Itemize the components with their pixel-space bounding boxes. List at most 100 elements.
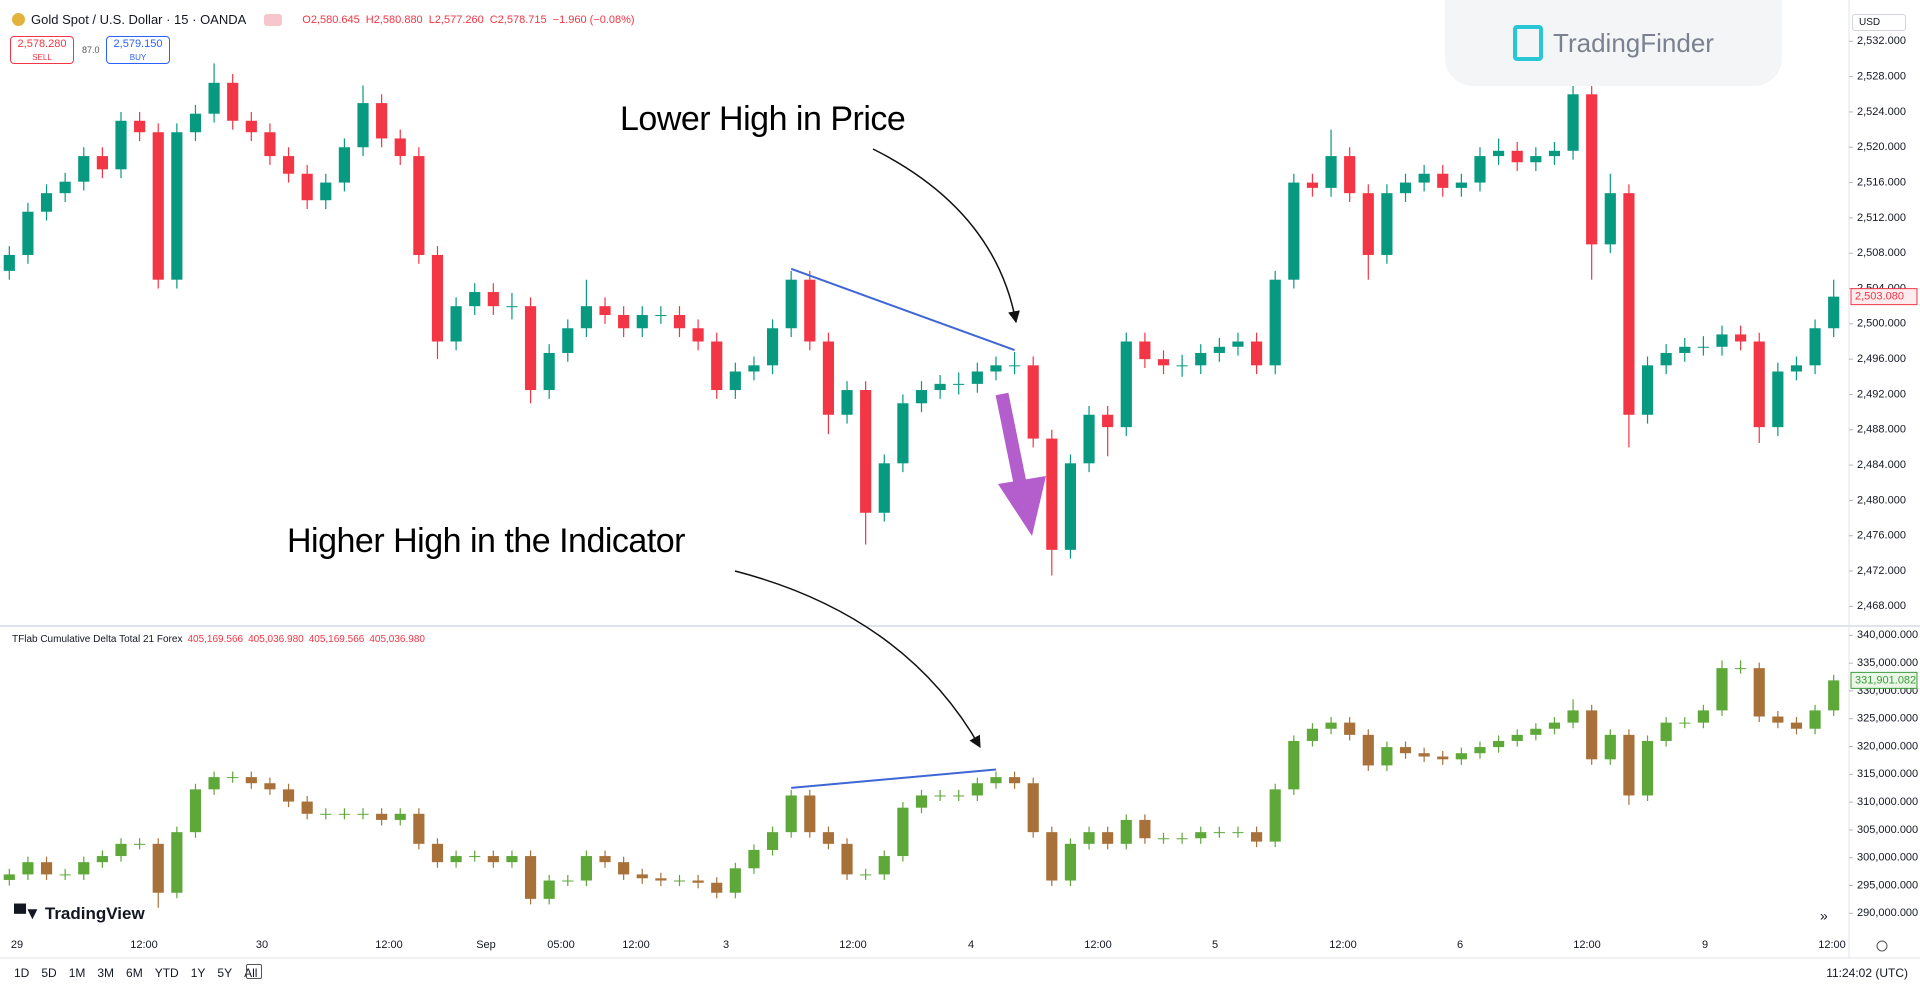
annotation-arrow [734,570,981,749]
candle-body [320,182,332,201]
x-tick-label: 12:00 [622,939,650,951]
scroll-button[interactable]: » [1820,908,1828,924]
candle-body [673,315,686,329]
indicator-value: 405,169.566 [308,634,365,645]
candle-body [1660,722,1672,741]
candle-body [1493,150,1505,157]
ohlc-change: −1.960 (−0.08%) [552,13,635,26]
candle-body [897,807,909,857]
candle-body [1381,747,1393,766]
range-button[interactable]: YTD [154,966,179,980]
range-button[interactable]: 5D [41,966,57,980]
y-tick-label: 2,528.000 [1857,71,1906,83]
sell-price: 2,578.280 [17,38,67,50]
range-button[interactable]: All [244,966,258,980]
range-button[interactable]: 1D [14,966,30,980]
range-button[interactable]: 5Y [217,966,233,980]
candle-body [1232,832,1244,834]
y-tick-label: 2,508.000 [1857,247,1906,259]
buy-button[interactable]: 2,579.150 BUY [106,36,170,64]
candle-body [134,843,146,845]
y-tick-label: 300,000.000 [1857,852,1918,864]
y-tick-label: 2,496.000 [1857,353,1906,365]
candle-body [766,328,779,366]
ohlc-value: C2,578.715 [489,13,547,26]
candle-body [1064,843,1077,881]
candle-body [618,315,630,329]
candle-body [301,801,313,814]
x-tick-label: 4 [968,939,974,951]
candle-body [245,777,257,784]
candle-body [1530,156,1542,163]
annotation-arrow [872,148,1020,324]
candle-body [1344,156,1356,194]
range-button[interactable]: 1Y [190,966,206,980]
candle-body [934,383,946,391]
date-picker[interactable] [246,964,262,979]
candle-body [1213,832,1225,834]
candle-body [1195,352,1207,366]
candle-body [1641,365,1654,415]
candle-body [804,279,816,342]
currency-selector[interactable]: USD [1852,14,1906,31]
candle-body [841,843,853,875]
x-tick-label: 3 [723,939,729,951]
candle-body [1269,279,1281,366]
x-tick-label: 29 [11,939,23,951]
candle-body [860,874,872,876]
candle-body [469,292,481,307]
candle-body [1455,182,1467,188]
candle-body [487,292,499,307]
candle-body [897,403,909,464]
candle-body [1511,734,1523,741]
annotation-text: Higher High in the Indicator [287,522,686,560]
candle-body [599,306,611,315]
indicator-legend: TFlab Cumulative Delta Total 21 Forex 40… [12,634,425,645]
candle-body [804,795,816,833]
candle-body [78,862,90,875]
symbol-icon [12,13,25,26]
candle-body [1623,734,1635,796]
candle-body [1027,365,1039,439]
x-tick-label: 12:00 [1329,939,1357,951]
range-button[interactable]: 6M [126,966,143,980]
indicator-title: TFlab Cumulative Delta Total 21 Forex [12,634,183,645]
candle-body [1306,182,1319,188]
candle-body [1120,341,1132,428]
candle-body [971,783,983,796]
y-tick-label: 295,000.000 [1857,879,1918,891]
candle-body [40,862,53,875]
candle-body [655,315,667,316]
sell-button[interactable]: 2,578.280 SELL [10,36,74,64]
y-tick-label: 2,524.000 [1857,106,1906,118]
candle-body [40,193,53,212]
candle-body [711,882,723,893]
candle-body [580,856,592,881]
x-tick-label: 05:00 [547,939,575,951]
candle-body [1790,365,1803,372]
y-tick-label: 325,000.000 [1857,713,1918,725]
candle-body [1064,463,1077,550]
range-button[interactable]: 3M [97,966,115,980]
candle-body [282,789,295,802]
ohlc-value: O2,580.645 [302,13,360,26]
candle-body [1325,722,1337,729]
candle-body [264,783,276,790]
candle-body [692,328,704,342]
annotation-text: Lower High in Price [620,100,906,138]
candle-body [1083,414,1095,464]
candle-body [450,856,462,863]
candle-body [506,306,518,308]
settings-icon[interactable] [1876,940,1888,952]
candle-body [878,856,890,875]
candle-body [1344,722,1356,735]
range-button[interactable]: 1M [68,966,86,980]
candle-body [450,306,462,342]
x-tick-label: 12:00 [1573,939,1601,951]
candle-body [487,856,499,863]
y-tick-label: 2,488.000 [1857,424,1906,436]
candle-body [1511,150,1523,163]
candle-body [189,113,202,133]
